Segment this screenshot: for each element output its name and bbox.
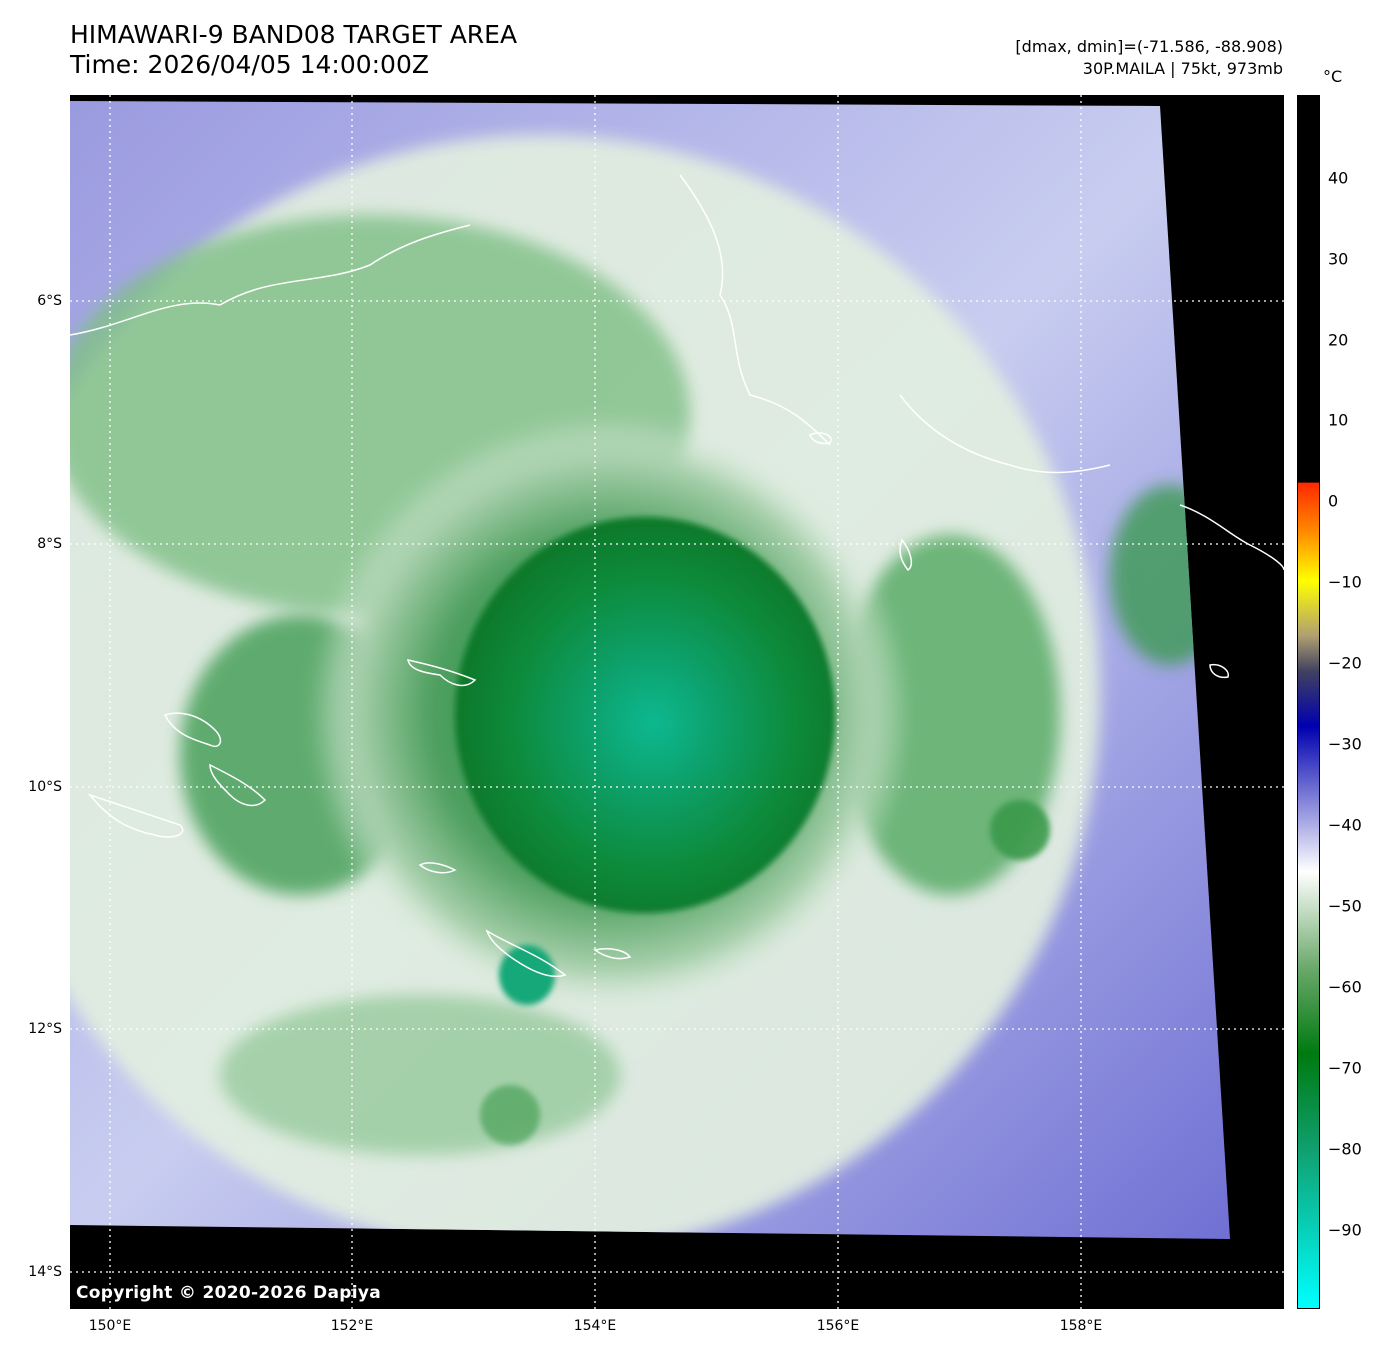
satellite-image: Copyright © 2020-2026 Dapiya xyxy=(70,95,1284,1309)
lon-label-152e: 152°E xyxy=(330,1318,374,1334)
lon-label-154e: 154°E xyxy=(573,1318,617,1334)
lon-label-156e: 156°E xyxy=(816,1318,860,1334)
colorbar-gradient xyxy=(1298,96,1319,1308)
lon-label-150e: 150°E xyxy=(88,1318,132,1334)
colorbar-tick-minus80: −80 xyxy=(1328,1139,1362,1159)
colorbar-unit: °C xyxy=(1323,67,1343,86)
colorbar-tick-30: 30 xyxy=(1328,249,1349,269)
lat-label-6s: 6°S xyxy=(37,293,62,309)
colorbar-tick-minus20: −20 xyxy=(1328,653,1362,673)
lon-label-158e: 158°E xyxy=(1059,1318,1103,1334)
colorbar-tick-minus90: −90 xyxy=(1328,1220,1362,1240)
colorbar-tick-minus40: −40 xyxy=(1328,815,1362,835)
storm-info: 30P.MAILA | 75kt, 973mb xyxy=(1082,59,1283,78)
colorbar-tick-40: 40 xyxy=(1328,168,1349,188)
storm-core xyxy=(455,517,835,913)
chart-title: HIMAWARI-9 BAND08 TARGET AREA xyxy=(70,20,518,49)
copyright-text: Copyright © 2020-2026 Dapiya xyxy=(76,1283,381,1303)
lat-label-12s: 12°S xyxy=(28,1021,62,1037)
coastlines xyxy=(70,174,1284,977)
colorbar-tick-minus70: −70 xyxy=(1328,1058,1362,1078)
colorbar xyxy=(1297,95,1320,1309)
satellite-imagery xyxy=(70,95,1284,1309)
lat-label-8s: 8°S xyxy=(37,536,62,552)
colorbar-tick-minus10: −10 xyxy=(1328,572,1362,592)
chart-time: Time: 2026/04/05 14:00:00Z xyxy=(70,50,429,79)
colorbar-tick-10: 10 xyxy=(1328,410,1349,430)
colorbar-tick-minus60: −60 xyxy=(1328,977,1362,997)
range-info: [dmax, dmin]=(-71.586, -88.908) xyxy=(1015,37,1283,56)
lat-label-14s: 14°S xyxy=(28,1264,62,1280)
colorbar-tick-minus30: −30 xyxy=(1328,734,1362,754)
colorbar-tick-0: 0 xyxy=(1328,491,1339,511)
colorbar-tick-20: 20 xyxy=(1328,330,1349,350)
colorbar-tick-minus50: −50 xyxy=(1328,896,1362,916)
gridlines xyxy=(70,95,1284,1309)
lat-label-10s: 10°S xyxy=(28,779,62,795)
